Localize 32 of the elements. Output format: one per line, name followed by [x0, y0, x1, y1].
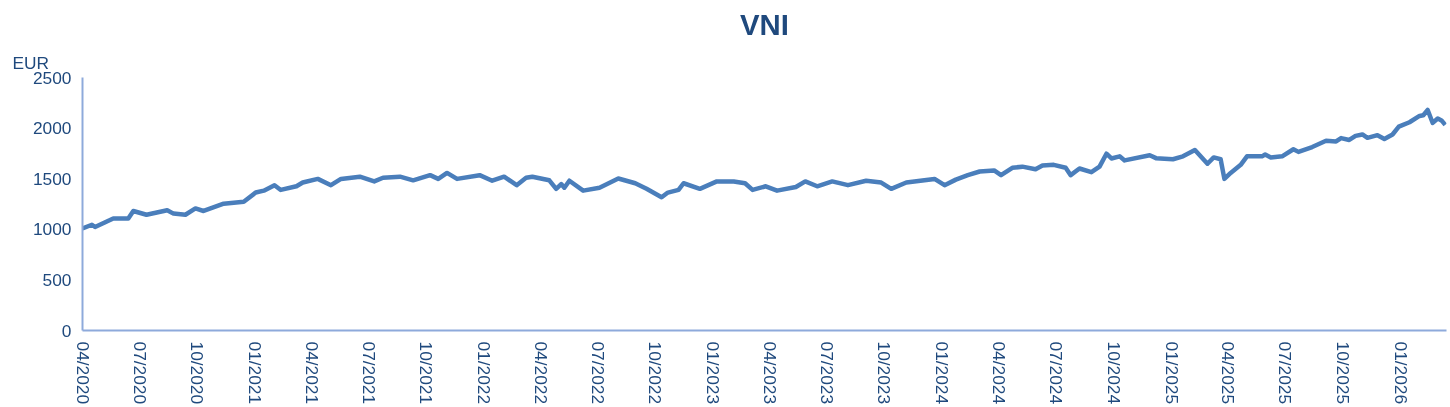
x-tick-label: 10/2024 — [1103, 341, 1124, 405]
x-tick-label: 07/2020 — [129, 341, 150, 405]
x-tick-label: 01/2026 — [1390, 341, 1411, 405]
x-tick-label: 10/2023 — [874, 341, 895, 405]
y-tick-label: 1000 — [32, 219, 72, 240]
x-tick-label: 01/2024 — [932, 341, 953, 405]
x-tick-label: 04/2025 — [1218, 341, 1239, 405]
x-tick-label: 10/2020 — [187, 341, 208, 405]
x-tick-label: 10/2025 — [1332, 341, 1353, 405]
x-tick-label: 01/2025 — [1161, 341, 1182, 405]
x-tick-label: 01/2022 — [474, 341, 495, 405]
x-tick-label: 01/2023 — [703, 341, 724, 405]
y-tick-label: 1500 — [32, 168, 72, 189]
x-tick-label: 10/2021 — [416, 341, 437, 405]
x-tick-label: 04/2023 — [759, 341, 780, 405]
chart-title: VNI — [740, 7, 789, 41]
x-tick-label: 10/2022 — [645, 341, 666, 405]
x-tick-label: 04/2024 — [989, 341, 1010, 405]
x-tick-label: 07/2025 — [1275, 341, 1296, 405]
x-tick-label: 07/2023 — [816, 341, 837, 405]
x-tick-label: 07/2021 — [358, 341, 379, 405]
x-tick-label: 04/2020 — [72, 341, 93, 405]
line-series — [82, 107, 1447, 231]
x-tick-label: 04/2021 — [301, 341, 322, 405]
y-tick-label: 0 — [61, 320, 72, 341]
x-tick-label: 01/2021 — [245, 341, 266, 405]
x-tick-label: 07/2022 — [587, 341, 608, 405]
x-tick-label: 07/2024 — [1046, 341, 1067, 405]
y-tick-label: 2000 — [32, 118, 72, 139]
x-tick-label: 04/2022 — [530, 341, 551, 405]
y-axis-title: EUR — [12, 52, 50, 73]
y-tick-label: 500 — [42, 269, 72, 290]
